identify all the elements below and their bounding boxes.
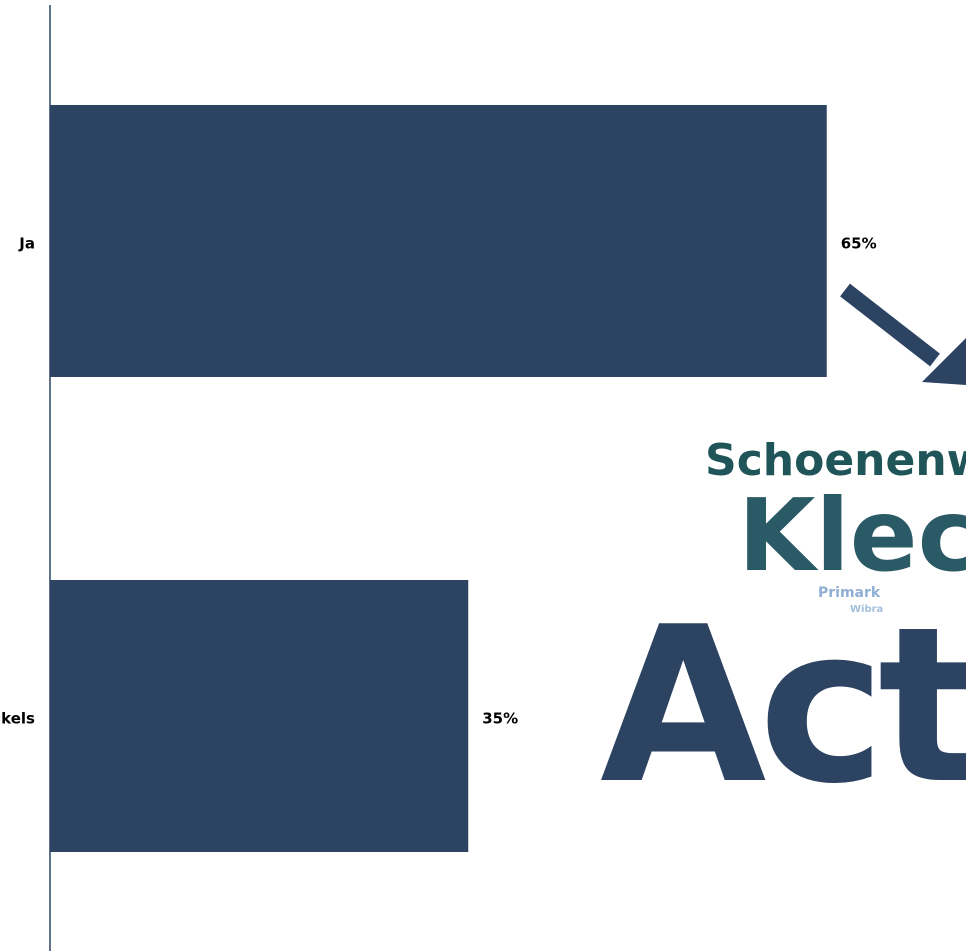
value-label: 35% bbox=[482, 710, 518, 728]
value-label: 65% bbox=[841, 235, 877, 253]
cloud-word: Schoenenwink bbox=[705, 435, 966, 486]
category-label: Ja bbox=[18, 235, 35, 253]
cloud-word: Primark bbox=[818, 585, 881, 601]
cloud-word: Wibra bbox=[850, 604, 883, 615]
category-label: kels bbox=[1, 710, 35, 728]
cloud-word: Act bbox=[600, 580, 966, 831]
bar bbox=[50, 580, 469, 852]
bar bbox=[50, 105, 827, 377]
cloud-word: Klec bbox=[738, 477, 966, 594]
arrow bbox=[840, 283, 966, 385]
